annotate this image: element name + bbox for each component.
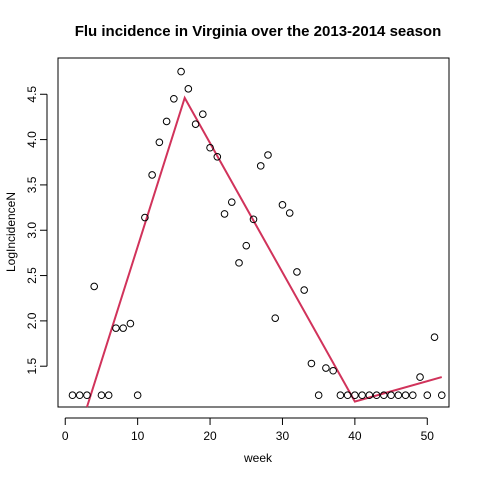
- y-tick-label: 3.0: [25, 222, 39, 239]
- data-point: [285, 209, 294, 217]
- data-point: [293, 268, 301, 276]
- data-point: [336, 391, 345, 400]
- data-point: [155, 138, 164, 147]
- data-point: [75, 391, 84, 400]
- data-point: [416, 373, 424, 381]
- data-point: [191, 120, 200, 128]
- data-point: [199, 110, 207, 119]
- data-point: [162, 117, 171, 126]
- data-point: [242, 241, 251, 250]
- x-tick-label: 50: [421, 429, 435, 443]
- data-point: [271, 314, 280, 322]
- y-axis: 1.5 2.0 2.5 3.0 3.5 4.0 4.5: [25, 86, 48, 375]
- y-axis-label: LogIncidenceN: [4, 192, 18, 272]
- y-tick-label: 2.0: [25, 312, 39, 329]
- y-tick-label: 4.0: [25, 131, 39, 148]
- data-point: [401, 391, 410, 400]
- data-point: [256, 162, 265, 170]
- plot-frame: [57, 57, 450, 408]
- data-point: [380, 391, 388, 400]
- data-point: [365, 391, 374, 400]
- data-point: [170, 94, 178, 103]
- data-points-layer: [68, 67, 446, 400]
- data-point: [314, 391, 323, 400]
- x-tick-label: 20: [203, 429, 217, 443]
- data-point: [184, 85, 193, 93]
- data-point: [387, 391, 395, 400]
- data-point: [437, 391, 446, 400]
- data-point: [148, 171, 156, 179]
- y-tick-label: 4.5: [25, 86, 39, 103]
- y-tick-label: 1.5: [25, 358, 39, 375]
- data-point: [235, 259, 243, 267]
- y-tick-label: 3.5: [25, 176, 39, 193]
- data-point: [408, 391, 417, 400]
- x-tick-label: 40: [348, 429, 362, 443]
- data-point: [141, 213, 149, 222]
- x-tick-label: 10: [131, 429, 145, 443]
- data-point: [423, 391, 432, 400]
- data-point: [394, 391, 403, 400]
- data-point: [358, 391, 366, 400]
- data-point: [177, 67, 185, 76]
- x-axis-label: week: [243, 451, 273, 465]
- data-point: [329, 366, 337, 375]
- data-point: [104, 391, 113, 400]
- data-point: [322, 364, 330, 372]
- data-point: [227, 198, 236, 206]
- y-tick-label: 2.5: [25, 267, 39, 284]
- data-point: [213, 153, 222, 161]
- data-point: [264, 151, 272, 159]
- data-point: [119, 324, 127, 332]
- x-tick-label: 30: [276, 429, 290, 443]
- data-point: [307, 359, 316, 368]
- data-point: [112, 324, 120, 332]
- fit-line: [86, 95, 443, 408]
- data-point: [133, 391, 142, 400]
- x-tick-label: 0: [62, 429, 69, 443]
- data-point: [83, 391, 91, 400]
- data-point: [372, 391, 381, 400]
- x-axis: 0 10 20 30 40 50: [62, 417, 435, 443]
- data-point: [249, 215, 258, 224]
- data-point: [68, 391, 77, 400]
- data-point: [343, 391, 352, 400]
- data-point: [220, 210, 229, 218]
- chart-title: Flu incidence in Virginia over the 2013-…: [75, 23, 442, 40]
- data-point: [126, 319, 135, 328]
- data-point: [351, 391, 359, 400]
- data-point: [90, 282, 99, 291]
- fit-line-layer: [86, 95, 443, 408]
- data-point: [278, 201, 287, 209]
- data-point: [430, 333, 439, 342]
- data-point: [206, 143, 214, 152]
- data-point: [97, 391, 106, 400]
- data-point: [300, 286, 308, 294]
